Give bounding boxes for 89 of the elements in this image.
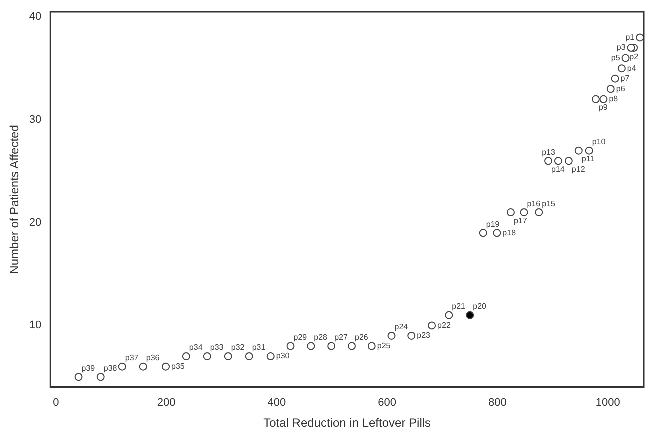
point: [574, 146, 583, 155]
annotation: p37: [125, 354, 140, 363]
annotation: p6: [616, 84, 626, 94]
point: [245, 352, 254, 361]
annotation: p13: [542, 148, 556, 157]
point: [307, 342, 316, 350]
point: [585, 146, 594, 155]
annotation: p34: [189, 343, 204, 352]
annotation: p3: [616, 43, 626, 52]
annotation: p16: [527, 199, 542, 208]
point: [592, 95, 600, 104]
x-tick-label: 800: [488, 397, 507, 410]
x-tick-label: 200: [157, 397, 176, 410]
point: [564, 157, 573, 166]
annotation: p31: [252, 343, 266, 352]
annotation: p1: [626, 32, 636, 42]
point: [466, 311, 474, 320]
annotation: p5: [611, 53, 621, 62]
point: [636, 34, 644, 42]
point: [118, 362, 126, 371]
annotation: p23: [417, 331, 432, 340]
point: [627, 44, 636, 52]
point: [182, 352, 190, 361]
annotation: p14: [552, 164, 566, 174]
x-tick-label: 600: [378, 397, 397, 410]
annotation: p11: [582, 154, 596, 164]
x-tick-label: 400: [268, 397, 286, 410]
point: [286, 342, 295, 350]
y-tick-label: 20: [29, 216, 42, 229]
point: [368, 342, 376, 350]
point: [622, 54, 630, 62]
point: [348, 342, 356, 350]
annotation: p33: [210, 343, 224, 352]
point: [96, 373, 105, 382]
point: [600, 95, 608, 104]
annotation: p36: [146, 354, 160, 363]
point: [611, 74, 620, 83]
annotation: p38: [104, 364, 118, 373]
point: [162, 362, 170, 371]
annotation: p28: [314, 332, 328, 342]
y-tick-label: 40: [29, 11, 42, 24]
annotation: p8: [609, 94, 619, 104]
annotation: p21: [452, 302, 466, 312]
annotation: p35: [171, 362, 186, 372]
point: [535, 208, 544, 217]
annotation: p26: [355, 332, 369, 342]
point: [520, 208, 528, 217]
annotation: p27: [334, 332, 348, 342]
point: [388, 332, 396, 340]
point: [328, 342, 336, 350]
y-tick-label: 30: [29, 114, 42, 126]
annotation: p39: [82, 364, 96, 373]
point: [266, 352, 275, 361]
annotation: p24: [394, 322, 409, 332]
annotation: p17: [514, 216, 528, 226]
annotation: p25: [377, 341, 392, 350]
point: [479, 229, 488, 238]
x-axis-title: Total Reduction in Leftover Pills: [264, 416, 432, 430]
annotation: p7: [620, 74, 630, 84]
annotation: p18: [502, 228, 517, 238]
x-tick-label: 1000: [596, 397, 620, 410]
annotation: p12: [572, 164, 586, 174]
point: [606, 85, 615, 94]
annotation: p22: [438, 320, 452, 330]
annotation: p4: [627, 64, 637, 73]
point: [554, 157, 562, 166]
annotation: p19: [486, 220, 500, 229]
y-axis-title: Number of Patients Affected: [8, 125, 22, 274]
point: [74, 373, 83, 382]
annotation: p2: [630, 52, 640, 62]
annotation: p32: [231, 343, 246, 352]
point: [618, 64, 626, 73]
annotation: p30: [276, 352, 290, 361]
point: [408, 332, 416, 340]
point: [506, 208, 515, 217]
y-tick-label: 10: [29, 320, 42, 332]
point: [224, 352, 232, 361]
annotation: p10: [592, 138, 606, 147]
annotation: p15: [542, 199, 556, 208]
annotation: p9: [598, 103, 608, 112]
point: [544, 157, 553, 166]
point: [428, 322, 436, 330]
annotation: p29: [294, 332, 308, 342]
point: [445, 311, 454, 320]
point: [493, 229, 502, 238]
point: [139, 362, 148, 371]
point: [203, 352, 212, 361]
x-tick-label: 0: [53, 397, 60, 410]
annotation: p20: [473, 302, 488, 312]
